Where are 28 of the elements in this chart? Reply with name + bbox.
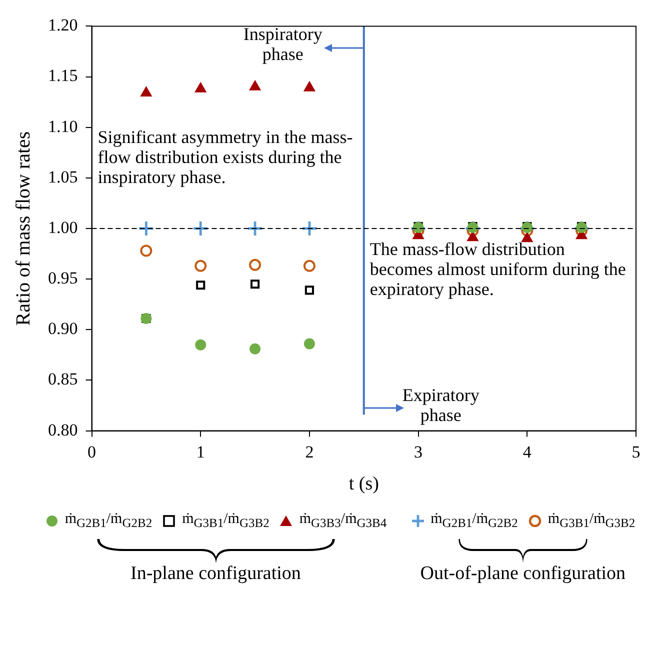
legend-label: ṁ$_{G2B1}$/ṁ$_{G2B2}$	[430, 511, 518, 531]
x-tick-label: 3	[414, 442, 423, 462]
y-tick-label: 1.05	[48, 167, 78, 186]
text: Out-of-plane configuration	[420, 563, 626, 584]
y-tick-label: 0.95	[48, 268, 78, 288]
y-tick-label: 0.80	[48, 420, 78, 440]
x-tick-label: 5	[632, 442, 640, 462]
annotation: Inspiratory phase	[242, 24, 324, 64]
y-tick-label: 1.10	[48, 116, 78, 136]
annotation: The mass-flow distribution becomes almost uniform during the expiratory phase.	[370, 238, 627, 299]
y-tick-label: 0.85	[48, 370, 78, 389]
y-tick-label: 1.00	[48, 218, 78, 237]
legend-label: ṁ$_{G2B1}$/ṁ$_{G2B2}$	[64, 511, 152, 531]
legend-label: ṁ$_{G3B3}$/ṁ$_{G3B4}$	[299, 511, 387, 531]
y-axis-title: Ratio of mass flow rates	[12, 131, 34, 326]
annotation: Significant asymmetry in the mass-flow distribution exists during the inspiratory phase.	[98, 127, 354, 188]
text: In-plane configuration	[130, 563, 301, 584]
x-tick-label: 1	[196, 442, 205, 462]
y-tick-label: 1.20	[48, 16, 78, 35]
x-tick-label: 2	[305, 442, 314, 462]
legend-label: ṁ$_{G3B1}$/ṁ$_{G3B2}$	[548, 511, 636, 531]
y-tick-label: 1.15	[48, 66, 78, 86]
annotation: Expiratory phase	[401, 385, 480, 426]
y-tick-label: 0.90	[48, 319, 78, 338]
x-tick-label: 4	[522, 442, 532, 462]
x-tick-label: 0	[88, 442, 96, 462]
x-axis-title: t (s)	[348, 474, 379, 495]
legend-label: ṁ$_{G3B1}$/ṁ$_{G3B2}$	[182, 511, 270, 531]
